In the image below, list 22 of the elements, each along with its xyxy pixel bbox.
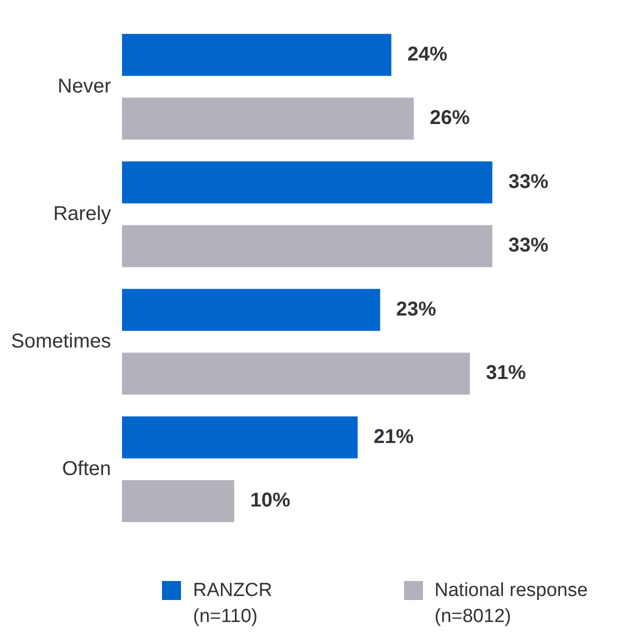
data-label: 33% — [508, 170, 549, 193]
legend-label: RANZCR (n=110) — [193, 579, 272, 629]
bar — [122, 98, 414, 140]
data-label: 31% — [486, 362, 526, 384]
bar — [122, 352, 470, 395]
bar — [122, 161, 492, 204]
data-label: 24% — [407, 43, 448, 66]
y-tick-label: Often — [62, 458, 112, 480]
legend-label: National response (n=8012) — [434, 579, 588, 629]
data-label: 33% — [508, 234, 549, 257]
bar — [122, 480, 234, 522]
y-tick-label: Never — [58, 75, 112, 98]
y-tick-label: Rarely — [53, 202, 112, 225]
y-tick-label: Sometimes — [11, 330, 112, 352]
bar — [122, 416, 358, 458]
bar — [122, 225, 492, 268]
data-label: 23% — [396, 298, 436, 320]
bar — [122, 34, 392, 76]
data-label: 26% — [430, 107, 470, 130]
bar — [122, 288, 380, 331]
data-label: 10% — [250, 490, 290, 512]
data-label: 21% — [374, 426, 414, 448]
